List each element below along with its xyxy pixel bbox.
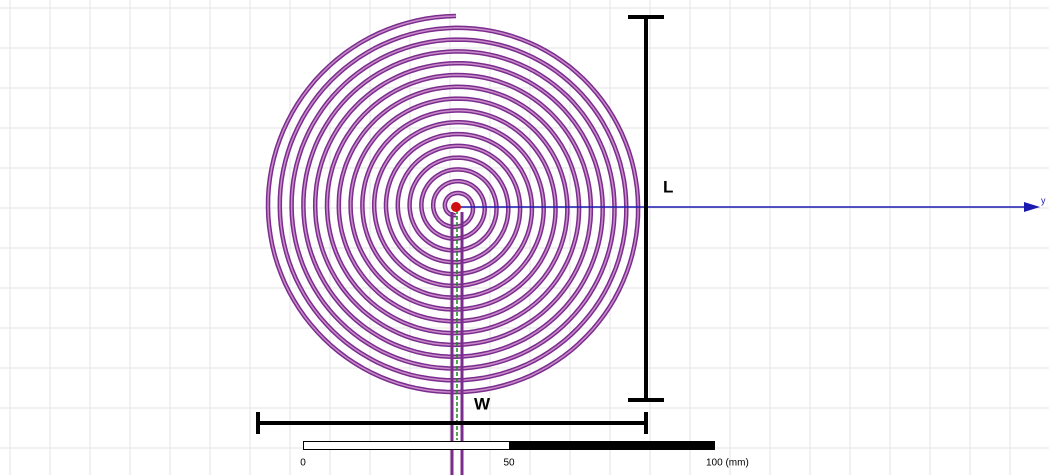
y-axis-arrow xyxy=(1024,202,1040,212)
scale-tick: 50 xyxy=(503,458,515,469)
scale-tick: 100 (mm) xyxy=(706,458,749,469)
width-label: W xyxy=(474,394,491,413)
width-dimension xyxy=(256,412,648,434)
origin xyxy=(451,202,461,212)
y-axis-label: y xyxy=(1041,195,1046,205)
length-label: L xyxy=(663,177,673,196)
scale-tick: 0 xyxy=(300,458,306,469)
length-dimension xyxy=(628,15,664,402)
scale-bar xyxy=(303,441,715,450)
